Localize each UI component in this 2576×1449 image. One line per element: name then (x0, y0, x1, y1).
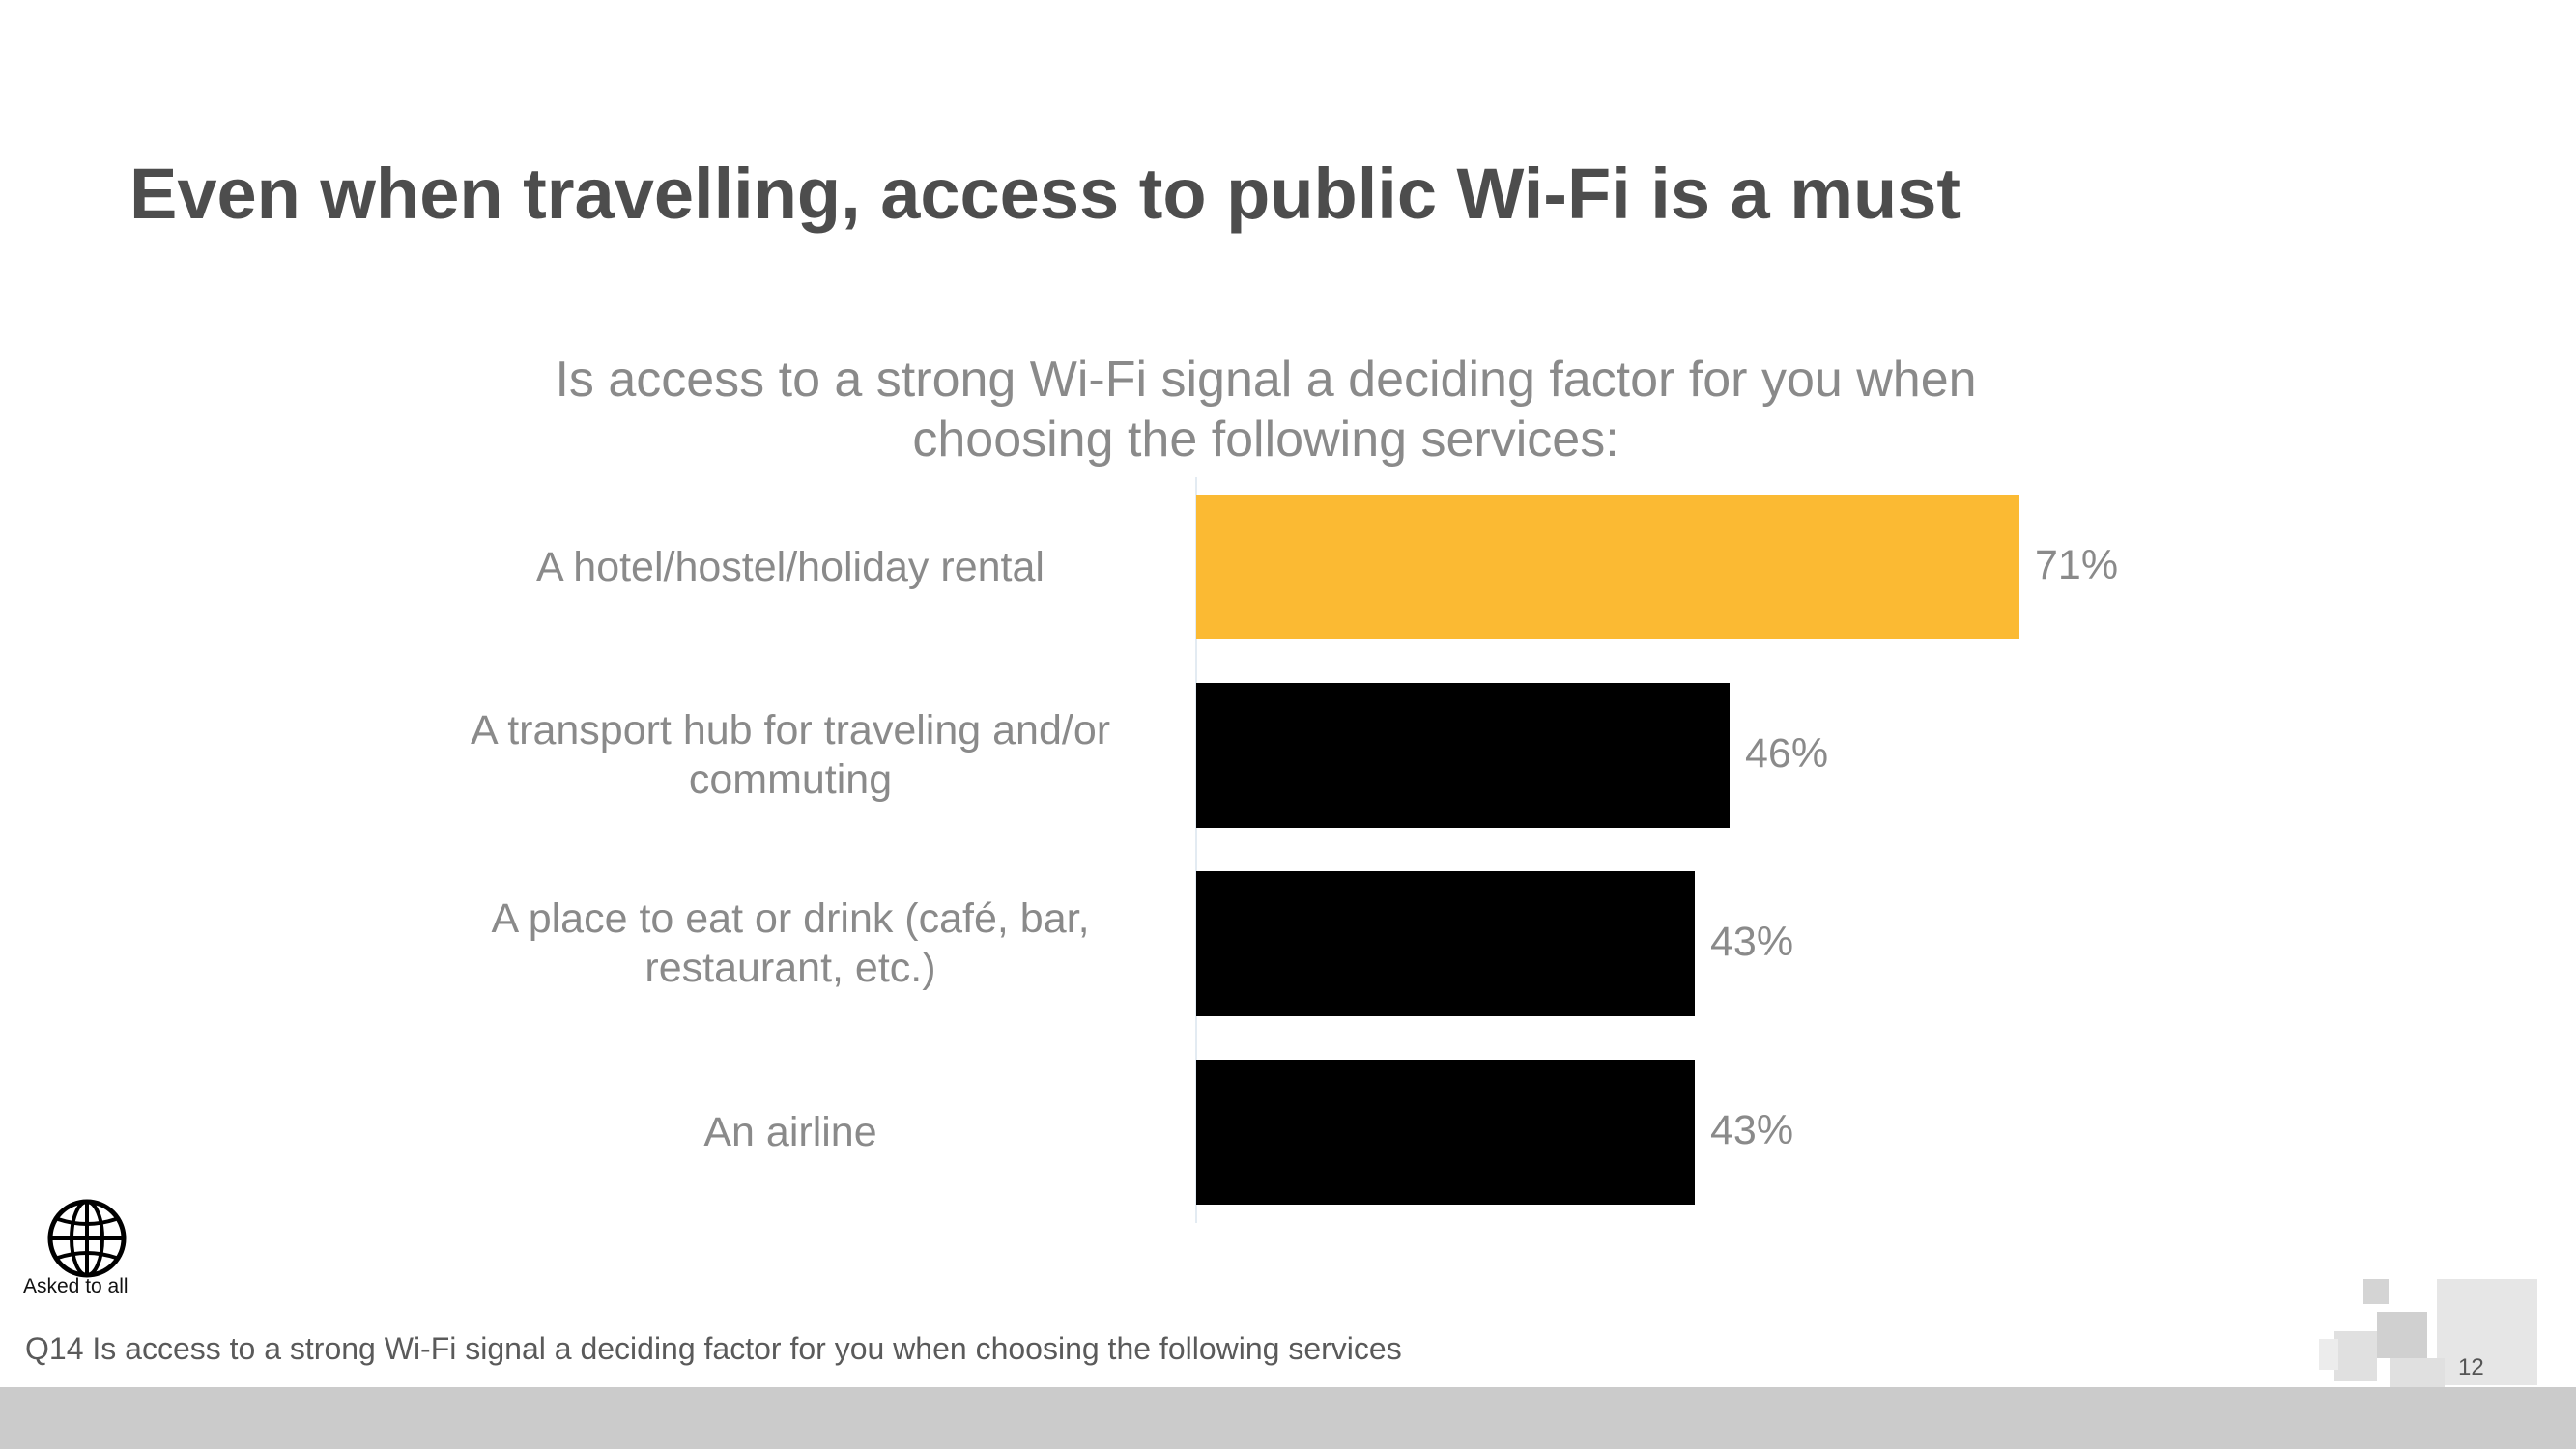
asked-to-all-label: Asked to all (23, 1275, 129, 1297)
bar (1196, 871, 1695, 1016)
globe-icon (47, 1199, 127, 1278)
bar (1196, 683, 1730, 828)
category-label: A place to eat or drink (café, bar, rest… (491, 895, 1090, 991)
category-label: A transport hub for traveling and/or com… (470, 707, 1111, 803)
footer-band (0, 1387, 2576, 1449)
question-footnote: Q14 Is access to a strong Wi-Fi signal a… (25, 1331, 1402, 1366)
page-number: 12 (2458, 1354, 2484, 1380)
category-label: A hotel/hostel/holiday rental (536, 543, 1045, 590)
category-label: An airline (703, 1108, 877, 1155)
value-label: 43% (1710, 1107, 1794, 1153)
category-axis-line (1195, 477, 1197, 1223)
slide-title: Even when travelling, access to public W… (129, 154, 1961, 234)
value-label: 71% (2035, 542, 2119, 588)
value-label: 46% (1745, 730, 1829, 777)
bar (1196, 1060, 1695, 1205)
value-label: 43% (1710, 919, 1794, 965)
bar (1196, 495, 2019, 639)
chart-title: Is access to a strong Wi-Fi signal a dec… (555, 352, 1977, 468)
